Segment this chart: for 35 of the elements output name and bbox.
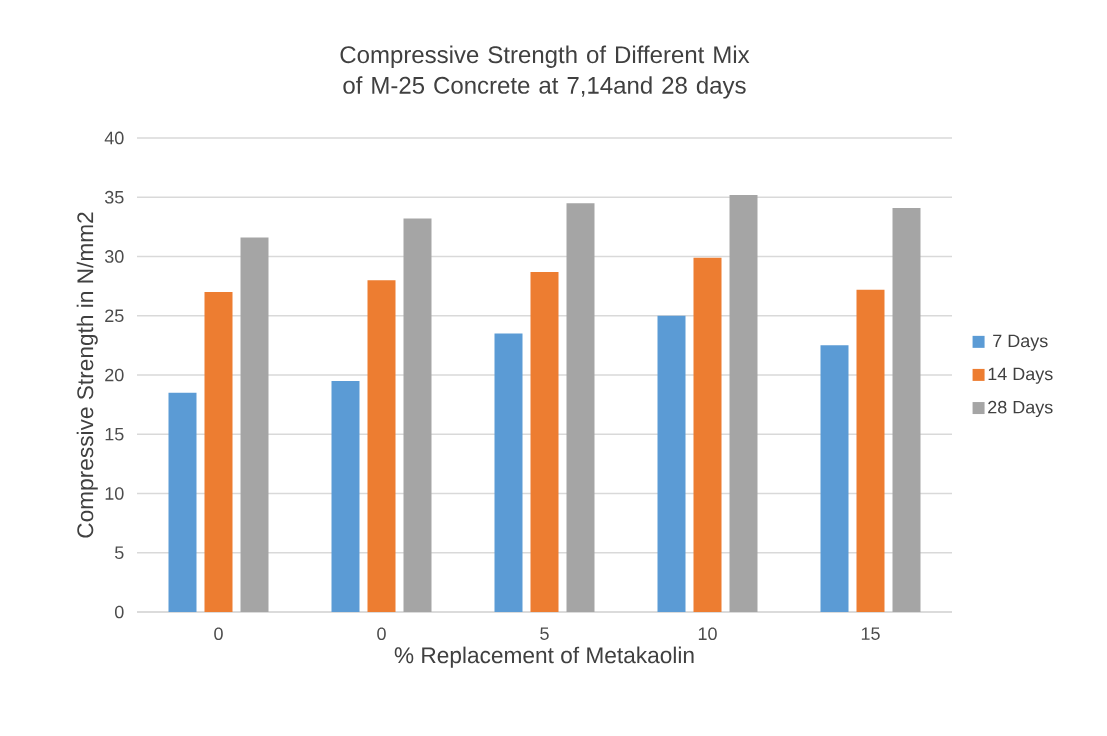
bar [204,292,233,612]
bar [820,345,849,612]
bar [856,289,885,612]
bar [566,203,595,612]
y-tick-label: 0 [114,605,124,619]
y-tick-label: 10 [105,487,124,500]
chart-title: Compressive Strength of Different Mix of M-25 Concrete at 7,14and 28 days [340,45,750,99]
x-tick-label: 0 [214,627,223,641]
bar [403,218,432,612]
y-tick-label: 30 [104,250,124,263]
bar [657,315,686,612]
bar [168,392,197,612]
y-tick-label: 40 [104,131,124,145]
y-tick-label: 25 [105,309,124,323]
y-tick-label: 35 [104,190,124,204]
y-axis-title: Compressive Strength in N/mm2 [76,212,98,538]
bar [892,207,921,612]
x-axis-title: % Replacement of Metakaolin [394,646,694,668]
bar [530,271,559,612]
bar [240,237,269,612]
legend-label: 28 Days [988,400,1053,418]
legend-label: 7 Days [993,334,1048,351]
bar [693,257,722,612]
x-tick-label: 5 [540,627,549,640]
x-tick-label: 0 [377,627,386,641]
x-tick-label: 15 [861,627,880,640]
bar [367,280,396,612]
y-tick-label: 15 [105,427,124,441]
legend-label: 14 Days [988,367,1053,384]
bar [331,380,360,612]
y-tick-label: 20 [105,368,124,382]
y-tick-label: 5 [114,546,124,560]
x-tick-label: 10 [698,627,717,641]
bar [494,333,523,612]
bar [729,194,758,612]
